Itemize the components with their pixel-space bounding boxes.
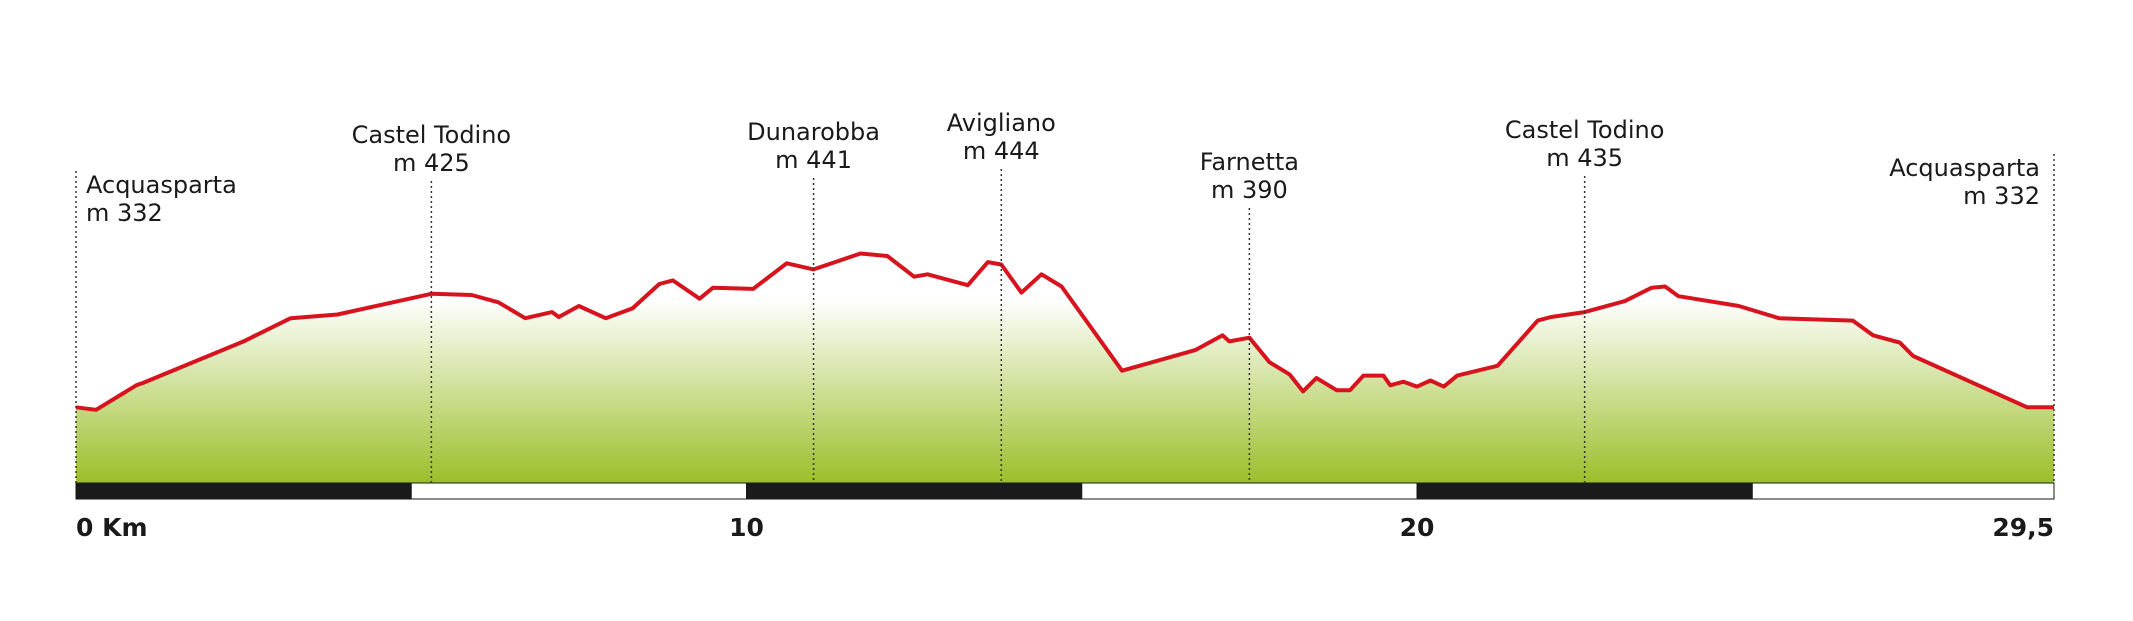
place-name: Farnetta [1200,148,1299,176]
scale-bar-segment [1081,482,1418,500]
x-tick-label: 10 [729,513,764,542]
place-elevation: m 425 [393,149,470,177]
x-tick-label: 20 [1400,513,1435,542]
place-name: Dunarobba [747,118,880,146]
place-name: Castel Todino [1505,116,1665,144]
scale-bar-segment [1416,482,1753,500]
place-elevation: m 444 [963,137,1040,165]
scale-bar-segment [1751,482,2055,500]
place-elevation: m 332 [86,199,163,227]
x-tick-label: 29,5 [1992,513,2054,542]
place-name: Acquasparta [86,171,237,199]
place-name: Castel Todino [352,121,512,149]
place-elevation: m 332 [1963,182,2040,210]
scale-bar-segment [746,482,1083,500]
place-elevation: m 441 [775,146,852,174]
place-name: Acquasparta [1889,154,2040,182]
place-name: Avigliano [947,109,1056,137]
place-elevation: m 390 [1211,176,1288,204]
scale-bar-segment [410,482,748,500]
place-elevation: m 435 [1546,144,1623,172]
elevation-line [75,251,2054,412]
scale-bar-segment [75,482,412,500]
x-tick-label: 0 Km [76,513,148,542]
